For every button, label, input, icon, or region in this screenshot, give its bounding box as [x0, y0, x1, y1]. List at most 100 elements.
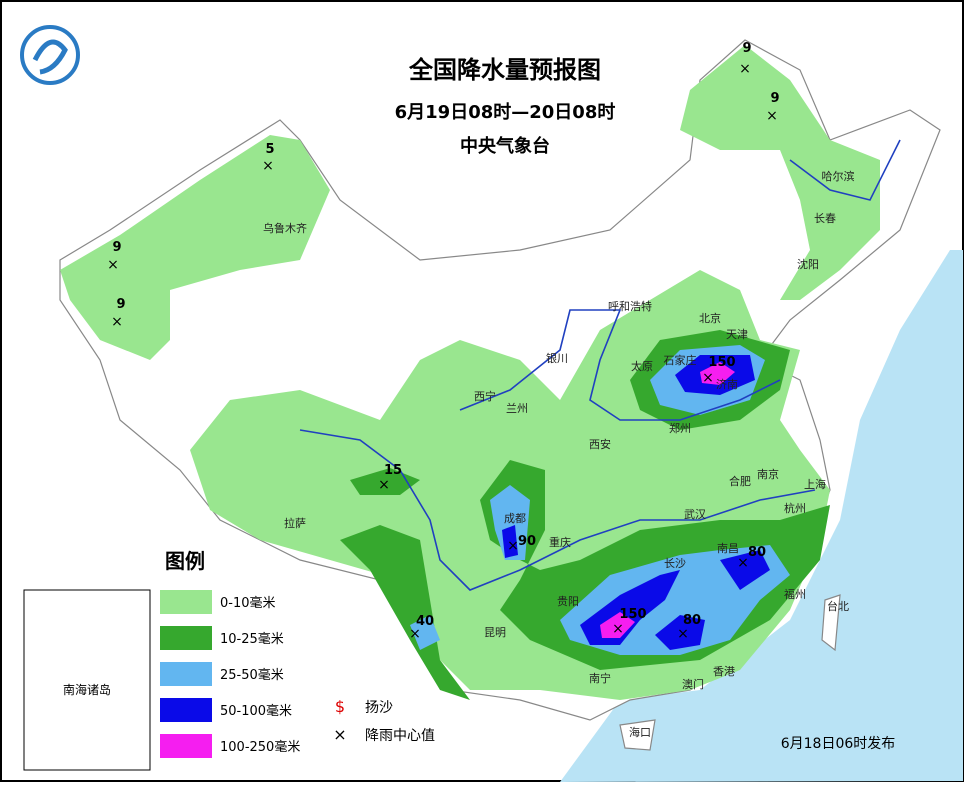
rain-center-value: 80: [683, 613, 701, 628]
map-title: 全国降水量预报图: [408, 56, 601, 84]
city-label: 长春: [814, 212, 836, 225]
rain-center-mark: ×: [378, 477, 390, 493]
rain-center-value: 40: [416, 614, 434, 629]
rain-area: [502, 525, 518, 558]
city-label: 济南: [716, 377, 738, 391]
city-label: 香港: [713, 665, 735, 678]
city-label: 台北: [827, 599, 849, 613]
rain-center-mark: ×: [262, 158, 274, 174]
rain-center-mark: ×: [677, 626, 689, 642]
legend-swatch: [160, 734, 212, 758]
city-label: 澳门: [682, 677, 704, 691]
city-label: 太原: [631, 360, 653, 373]
city-label: 哈尔滨: [822, 169, 855, 183]
city-label: 贵阳: [557, 595, 579, 608]
rain-area: [680, 45, 880, 300]
rain-area: [720, 550, 770, 590]
rain-center-value: 9: [116, 297, 125, 312]
rain-center-mark: ×: [409, 626, 421, 642]
city-label: 西宁: [474, 389, 496, 403]
city-label: 海口: [629, 725, 651, 739]
city-label: 福州: [784, 587, 806, 601]
subtitle: 6月19日08时—20日08时: [395, 102, 616, 123]
city-label: 上海: [804, 477, 826, 491]
legend-swatch: [160, 698, 212, 722]
rain-center-mark: ×: [702, 370, 714, 386]
city-label: 南宁: [589, 671, 611, 685]
rain-center-mark: ×: [507, 538, 519, 554]
rain-area: [600, 612, 635, 638]
rain-center-mark: ×: [737, 555, 749, 571]
rain-center-value: 80: [748, 545, 766, 560]
legend-title: 图例: [165, 549, 205, 573]
rain-center-value: 150: [708, 355, 735, 370]
legend-swatch: [160, 662, 212, 686]
city-label: 兰州: [506, 402, 528, 415]
city-label: 武汉: [684, 508, 706, 521]
city-label: 南昌: [717, 542, 739, 555]
city-label: 乌鲁木齐: [263, 221, 307, 235]
rain-center-mark: ×: [612, 621, 624, 637]
inset-frame: [23, 589, 151, 771]
issued-time: 6月18日06时发布: [781, 736, 896, 752]
rain-center-mark: ×: [111, 314, 123, 330]
city-label: 南京: [757, 467, 779, 481]
rain-area: [340, 525, 470, 700]
city-label: 西安: [589, 437, 611, 451]
rain-center-mark: ×: [107, 257, 119, 273]
city-label: 昆明: [484, 626, 506, 639]
city-label: 合肥: [729, 474, 751, 488]
city-label: 呼和浩特: [608, 299, 652, 313]
city-label: 银川: [546, 351, 568, 365]
legend-symbol-label: 降雨中心值: [365, 728, 435, 744]
rain-center-value: 5: [265, 142, 274, 157]
sea: [560, 250, 963, 782]
city-label: 天津: [726, 328, 748, 341]
legend-label: 100-250毫米: [220, 739, 300, 755]
rain-center-mark: ×: [766, 108, 778, 124]
legend: 图例 南海诸岛 0-10毫米 10-25毫米 25-50毫米 50-100毫米 100-…: [20, 549, 435, 775]
rain-center-mark: ×: [739, 61, 751, 77]
legend-symbol: ×: [333, 725, 346, 744]
city-label: 成都: [504, 512, 526, 525]
rain-center-value: 9: [112, 240, 121, 255]
rain-area: [655, 615, 705, 650]
taiwan: [821, 594, 841, 652]
rain-center-value: 150: [619, 607, 646, 622]
publisher: 中央气象台: [460, 135, 550, 157]
rain-center-value: 9: [770, 91, 779, 106]
city-label: 长沙: [664, 557, 686, 570]
rain-centers: ×9×9×5×9×9×15×150× 90×80×150×80×40: [107, 41, 779, 642]
rain-area: [700, 362, 735, 385]
legend-symbol-label: 扬沙: [365, 700, 393, 716]
rain-areas: [60, 45, 880, 700]
legend-swatch: [160, 590, 212, 614]
city-label: 北京: [699, 311, 721, 325]
city-label: 杭州: [784, 501, 806, 515]
hainan: [619, 719, 656, 751]
rain-area: [410, 615, 440, 650]
logo: [20, 25, 80, 85]
rain-area: [60, 135, 330, 360]
legend-label: 0-10毫米: [220, 595, 276, 611]
legend-label: 25-50毫米: [220, 667, 284, 683]
songhua-river: [789, 139, 901, 201]
rain-center-value: 9: [742, 41, 751, 56]
rain-area: [490, 485, 530, 560]
city-label: 沈阳: [797, 257, 819, 271]
city-label: 郑州: [669, 421, 691, 435]
rain-center-value: 15: [384, 463, 402, 478]
yellow-river: [459, 309, 781, 421]
inset-label: 南海诸岛: [63, 682, 111, 697]
city-label: 拉萨: [284, 516, 306, 530]
legend-label: 10-25毫米: [220, 631, 284, 647]
city-label: 石家庄: [664, 353, 697, 367]
legend-swatch: [160, 626, 212, 650]
rain-center-value: 90: [518, 534, 536, 549]
legend-symbol: $: [335, 697, 345, 716]
city-label: 重庆: [549, 535, 571, 549]
yangtze: [299, 429, 816, 591]
legend-label: 50-100毫米: [220, 703, 292, 719]
